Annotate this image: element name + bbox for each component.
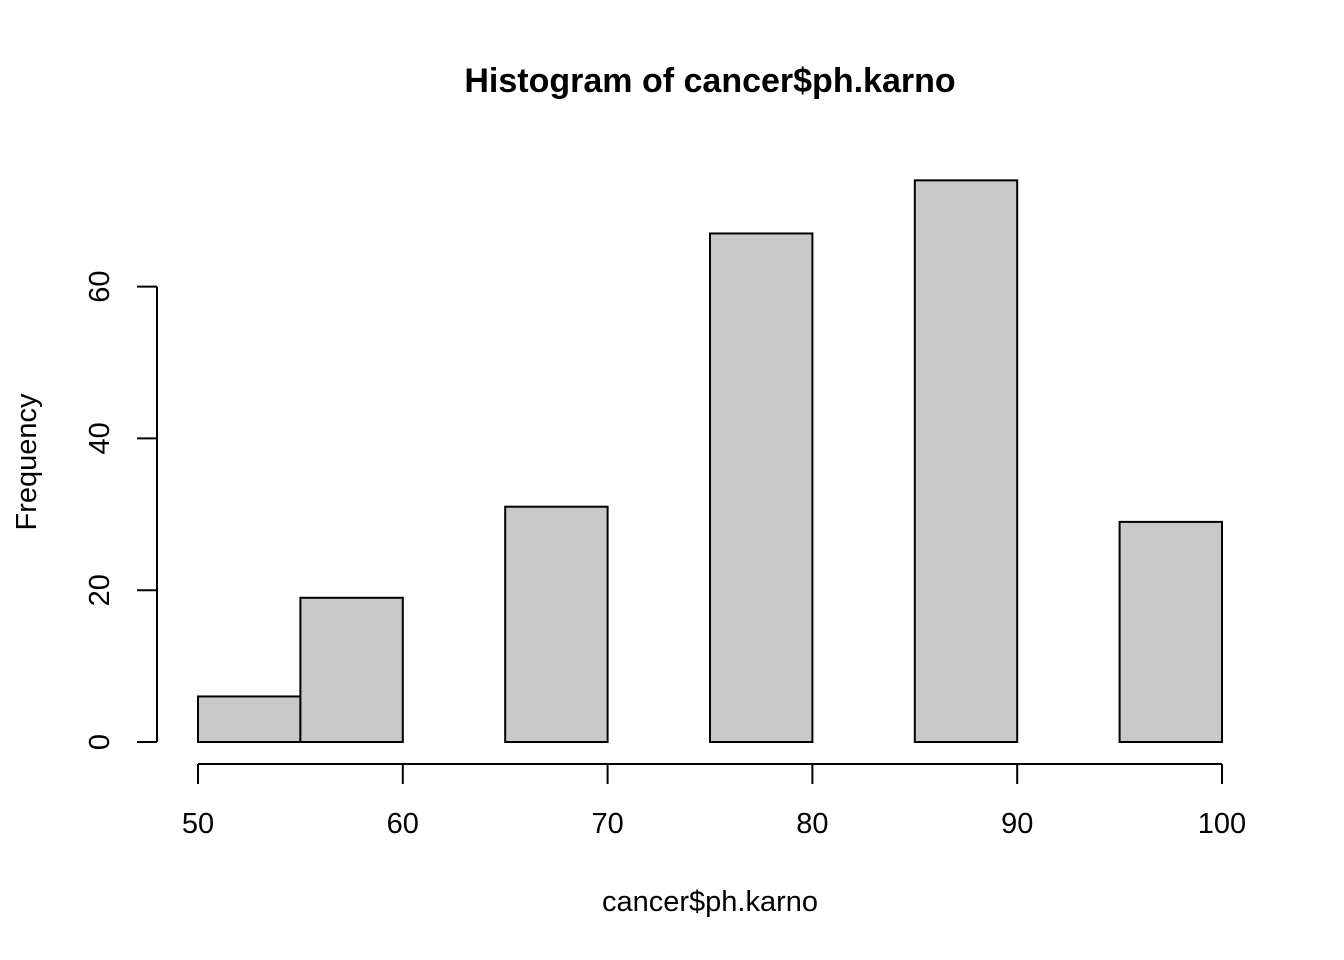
x-tick-label: 80 xyxy=(796,808,828,840)
histogram-bar xyxy=(197,695,302,744)
y-axis: 0 20 40 60 xyxy=(84,270,158,750)
x-tick-label: 100 xyxy=(1198,808,1246,840)
bars-group xyxy=(197,179,1223,744)
histogram-bar xyxy=(504,505,609,743)
y-axis-label: Frequency xyxy=(11,393,43,531)
histogram-bar xyxy=(1118,520,1223,744)
y-tick-label: 20 xyxy=(84,574,116,606)
x-axis: 50 60 70 80 90 100 xyxy=(182,763,1246,840)
y-tick-label: 40 xyxy=(84,422,116,454)
y-tick-label: 60 xyxy=(84,270,116,302)
x-tick-label: 50 xyxy=(182,808,214,840)
histogram-bar xyxy=(913,179,1019,743)
x-tick-label: 70 xyxy=(591,808,623,840)
histogram-bar xyxy=(709,232,814,743)
chart-title: Histogram of cancer$ph.karno xyxy=(464,62,955,100)
y-tick-label: 0 xyxy=(84,734,116,750)
x-tick-label: 90 xyxy=(1001,808,1033,840)
x-tick-label: 60 xyxy=(387,808,419,840)
histogram-bar xyxy=(299,596,404,743)
x-axis-label: cancer$ph.karno xyxy=(602,886,818,918)
